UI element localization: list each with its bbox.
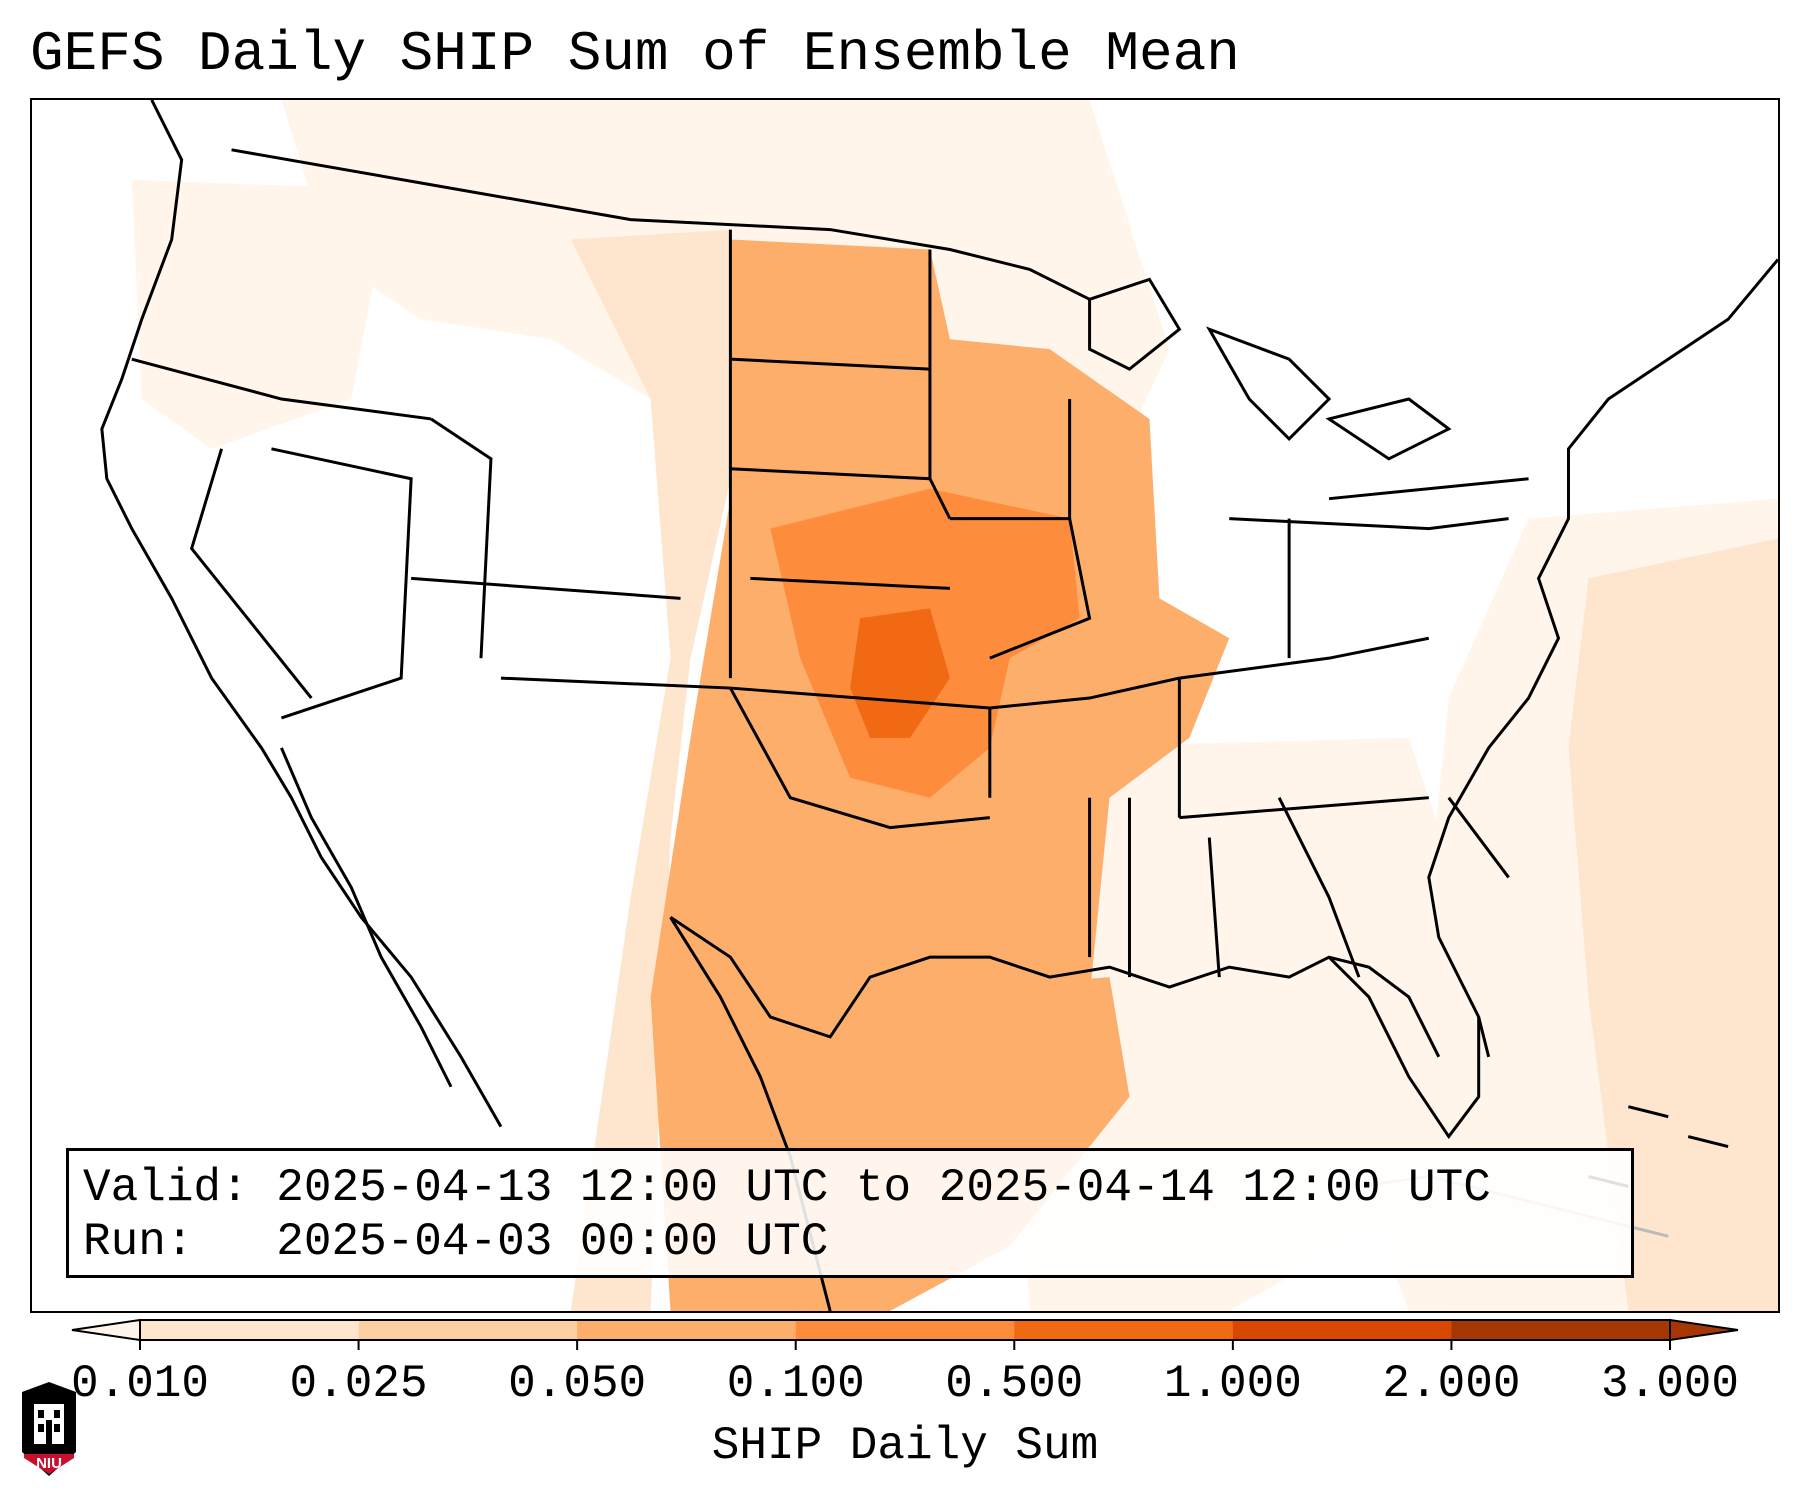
colorbar-tick-label: 0.100 <box>726 1358 865 1410</box>
logo-text: NIU <box>36 1455 62 1472</box>
colorbar-outline <box>139 1319 1671 1341</box>
gulf-coast <box>669 916 1441 1058</box>
northeast-coast <box>1427 258 1778 1058</box>
colorbar-extend-high <box>1669 1318 1739 1342</box>
state-lines-central <box>928 249 1429 978</box>
valid-run-info-box: Valid: 2025-04-13 12:00 UTC to 2025-04-1… <box>66 1148 1634 1278</box>
colorbar <box>70 1306 1740 1366</box>
colorbar-segment <box>358 1320 578 1340</box>
shade-tan-plains-west <box>570 229 731 1311</box>
valid-row: Valid: 2025-04-13 12:00 UTC to 2025-04-1… <box>83 1161 1617 1215</box>
state-lines-east <box>1179 477 1529 978</box>
shade-max-kansas <box>850 608 950 738</box>
run-label: Run: <box>83 1216 194 1268</box>
colorbar-label: SHIP Daily Sum <box>711 1420 1099 1472</box>
colorbar-segment <box>1451 1320 1671 1340</box>
run-value: 2025-04-03 00:00 UTC <box>276 1216 829 1268</box>
colorbar-segment <box>140 1320 360 1340</box>
shade-light-west <box>131 179 392 449</box>
colorbar-tick-label: 2.000 <box>1382 1358 1521 1410</box>
baja-coast <box>280 747 453 1088</box>
colorbar-svg <box>71 1318 1739 1350</box>
colorbar-tick-label: 3.000 <box>1600 1358 1740 1410</box>
state-lines-west <box>131 357 731 720</box>
colorbar-tick-label: 1.000 <box>1163 1358 1302 1410</box>
us-canada-border <box>231 148 1091 301</box>
colorbar-segment <box>795 1320 1015 1340</box>
shade-tan-atlantic <box>1568 538 1778 1311</box>
map-title: GEFS Daily SHIP Sum of Ensemble Mean <box>30 22 1240 86</box>
colorbar-segment <box>1232 1320 1452 1340</box>
niu-seal-icon <box>22 1382 76 1476</box>
ship-map <box>100 100 1778 1311</box>
colorbar-extend-low <box>71 1318 141 1342</box>
niu-logo: NIU <box>18 1380 80 1480</box>
colorbar-segment <box>577 1320 797 1340</box>
colorbar-tick-label: 0.025 <box>289 1358 428 1410</box>
great-lakes <box>1088 277 1452 461</box>
florida <box>1327 956 1481 1140</box>
valid-label: Valid: <box>83 1162 249 1214</box>
colorbar-tick-label: 0.010 <box>70 1358 210 1410</box>
map-panel <box>30 98 1780 1313</box>
coastline-west <box>100 100 503 1128</box>
colorbar-tick-label: 0.050 <box>508 1358 647 1410</box>
run-row: Run: 2025-04-03 00:00 UTC <box>83 1215 1617 1269</box>
colorbar-segment <box>1014 1320 1234 1340</box>
colorbar-tick-label: 0.500 <box>945 1358 1084 1410</box>
valid-value: 2025-04-13 12:00 UTC to 2025-04-14 12:00… <box>276 1162 1491 1214</box>
